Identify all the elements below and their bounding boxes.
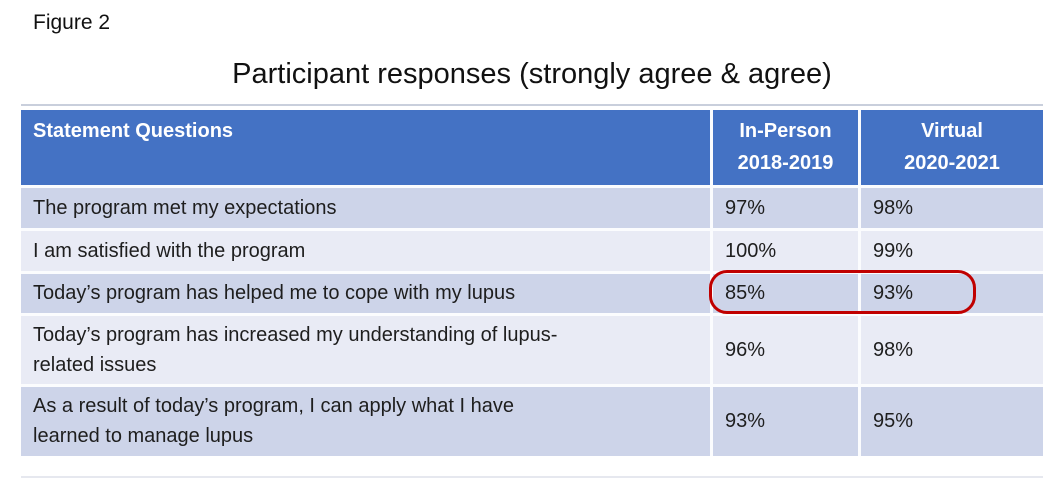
statement-cell: Today’s program has increased my underst… [21,312,710,384]
table-row-cope-highlighted: Today’s program has helped me to cope wi… [21,270,1043,313]
table-bottom-border [21,476,1043,478]
chart-title: Participant responses (strongly agree & … [232,58,832,90]
in-person-value-cell: 93% [710,383,858,456]
virtual-value-cell: 95% [858,383,1043,456]
virtual-value-cell: 93% [858,270,1043,313]
statement-cell: The program met my expectations [21,184,710,228]
statement-cell: Today’s program has helped me to cope wi… [21,270,710,313]
header-virtual: Virtual 2020-2021 [858,110,1043,185]
table-row-expectations: The program met my expectations 97% 98% [21,184,1043,228]
in-person-value-cell: 100% [710,227,858,271]
in-person-value-cell: 97% [710,184,858,228]
header-in-person: In-Person 2018-2019 [710,110,858,185]
statement-cell: As a result of today’s program, I can ap… [21,383,710,456]
in-person-value-cell: 85% [710,270,858,313]
results-table: Statement Questions In-Person 2018-2019 … [21,110,1043,456]
figure-label: Figure 2 [33,11,111,34]
statement-cell: I am satisfied with the program [21,227,710,271]
virtual-value-cell: 98% [858,312,1043,384]
virtual-value-cell: 98% [858,184,1043,228]
table-header-row: Statement Questions In-Person 2018-2019 … [21,110,1043,185]
table-row-understanding: Today’s program has increased my underst… [21,312,1043,384]
virtual-value-cell: 99% [858,227,1043,271]
header-statement-questions: Statement Questions [21,110,710,185]
in-person-value-cell: 96% [710,312,858,384]
table-row-satisfied: I am satisfied with the program 100% 99% [21,227,1043,271]
table-top-border [21,104,1043,106]
table-row-apply-learned: As a result of today’s program, I can ap… [21,383,1043,456]
